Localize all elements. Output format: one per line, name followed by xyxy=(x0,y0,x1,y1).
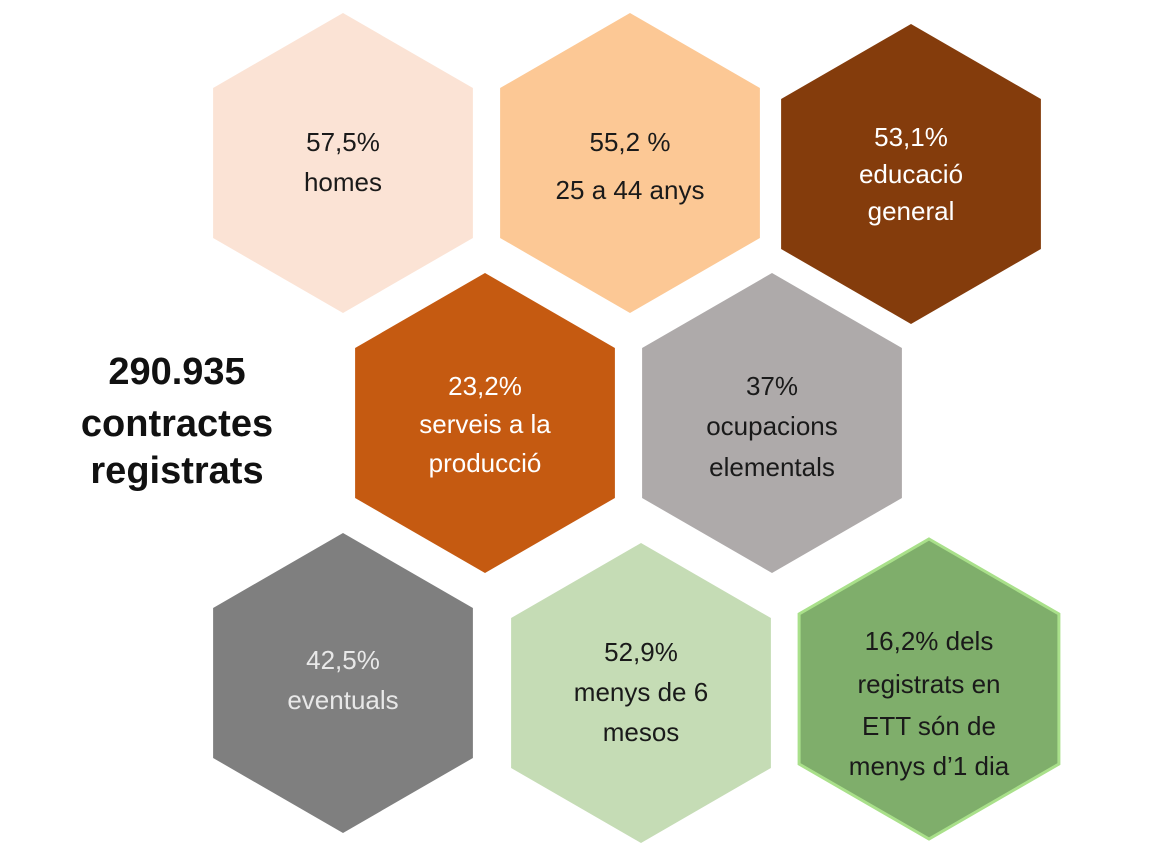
hex-label-line: 57,5% xyxy=(306,127,380,157)
hex-label-line: serveis a la xyxy=(419,409,551,439)
hex-label-line: elementals xyxy=(709,452,835,482)
hex-homes: 57,5% homes xyxy=(213,13,473,313)
hex-shape xyxy=(781,24,1041,324)
hex-shape xyxy=(355,273,615,573)
hex-label-line: 25 a 44 anys xyxy=(556,175,705,205)
hex-shape xyxy=(642,273,902,573)
hex-shape xyxy=(213,533,473,833)
hex-label-line: menys d’1 dia xyxy=(849,751,1010,781)
hex-eventuals: 42,5% eventuals xyxy=(213,533,473,833)
hex-label-line: general xyxy=(868,196,955,226)
hex-label-line: 52,9% xyxy=(604,637,678,667)
title-line-2: contractes xyxy=(81,403,273,445)
hex-label-line: producció xyxy=(429,448,542,478)
hex-label-line: 23,2% xyxy=(448,371,522,401)
hex-label-line: ETT són de xyxy=(862,711,996,741)
title-line-1: 290.935 xyxy=(108,351,245,393)
hex-label-line: educació xyxy=(859,159,963,189)
hex-label-line: 37% xyxy=(746,371,798,401)
hex-label-line: homes xyxy=(304,167,382,197)
hex-shape xyxy=(213,13,473,313)
hex-shape xyxy=(797,537,1061,841)
hex-label-line: eventuals xyxy=(287,685,398,715)
hex-label-line: menys de 6 xyxy=(574,677,708,707)
hex-elementary-occupations: 37% ocupacions elementals xyxy=(642,273,902,573)
hex-education: 53,1% educació general xyxy=(781,24,1041,324)
hex-duration: 52,9% menys de 6 mesos xyxy=(511,543,771,843)
hex-age-group: 55,2 % 25 a 44 anys xyxy=(500,13,760,313)
hex-shape xyxy=(511,543,771,843)
total-contracts-title: 290.935 contractes registrats xyxy=(81,351,273,492)
hex-production-services: 23,2% serveis a la producció xyxy=(355,273,615,573)
hex-label-line: 53,1% xyxy=(874,122,948,152)
hex-shape xyxy=(500,13,760,313)
hex-ett-one-day: 16,2% dels registrats en ETT són de meny… xyxy=(797,537,1061,841)
hex-label-line: ocupacions xyxy=(706,411,838,441)
hex-label-line: 55,2 % xyxy=(590,127,671,157)
title-line-3: registrats xyxy=(90,450,263,492)
hex-label-line: registrats en xyxy=(857,669,1000,699)
hex-label-line: 16,2% dels xyxy=(865,626,994,656)
hex-label-line: 42,5% xyxy=(306,645,380,675)
hex-label-line: mesos xyxy=(603,717,680,747)
